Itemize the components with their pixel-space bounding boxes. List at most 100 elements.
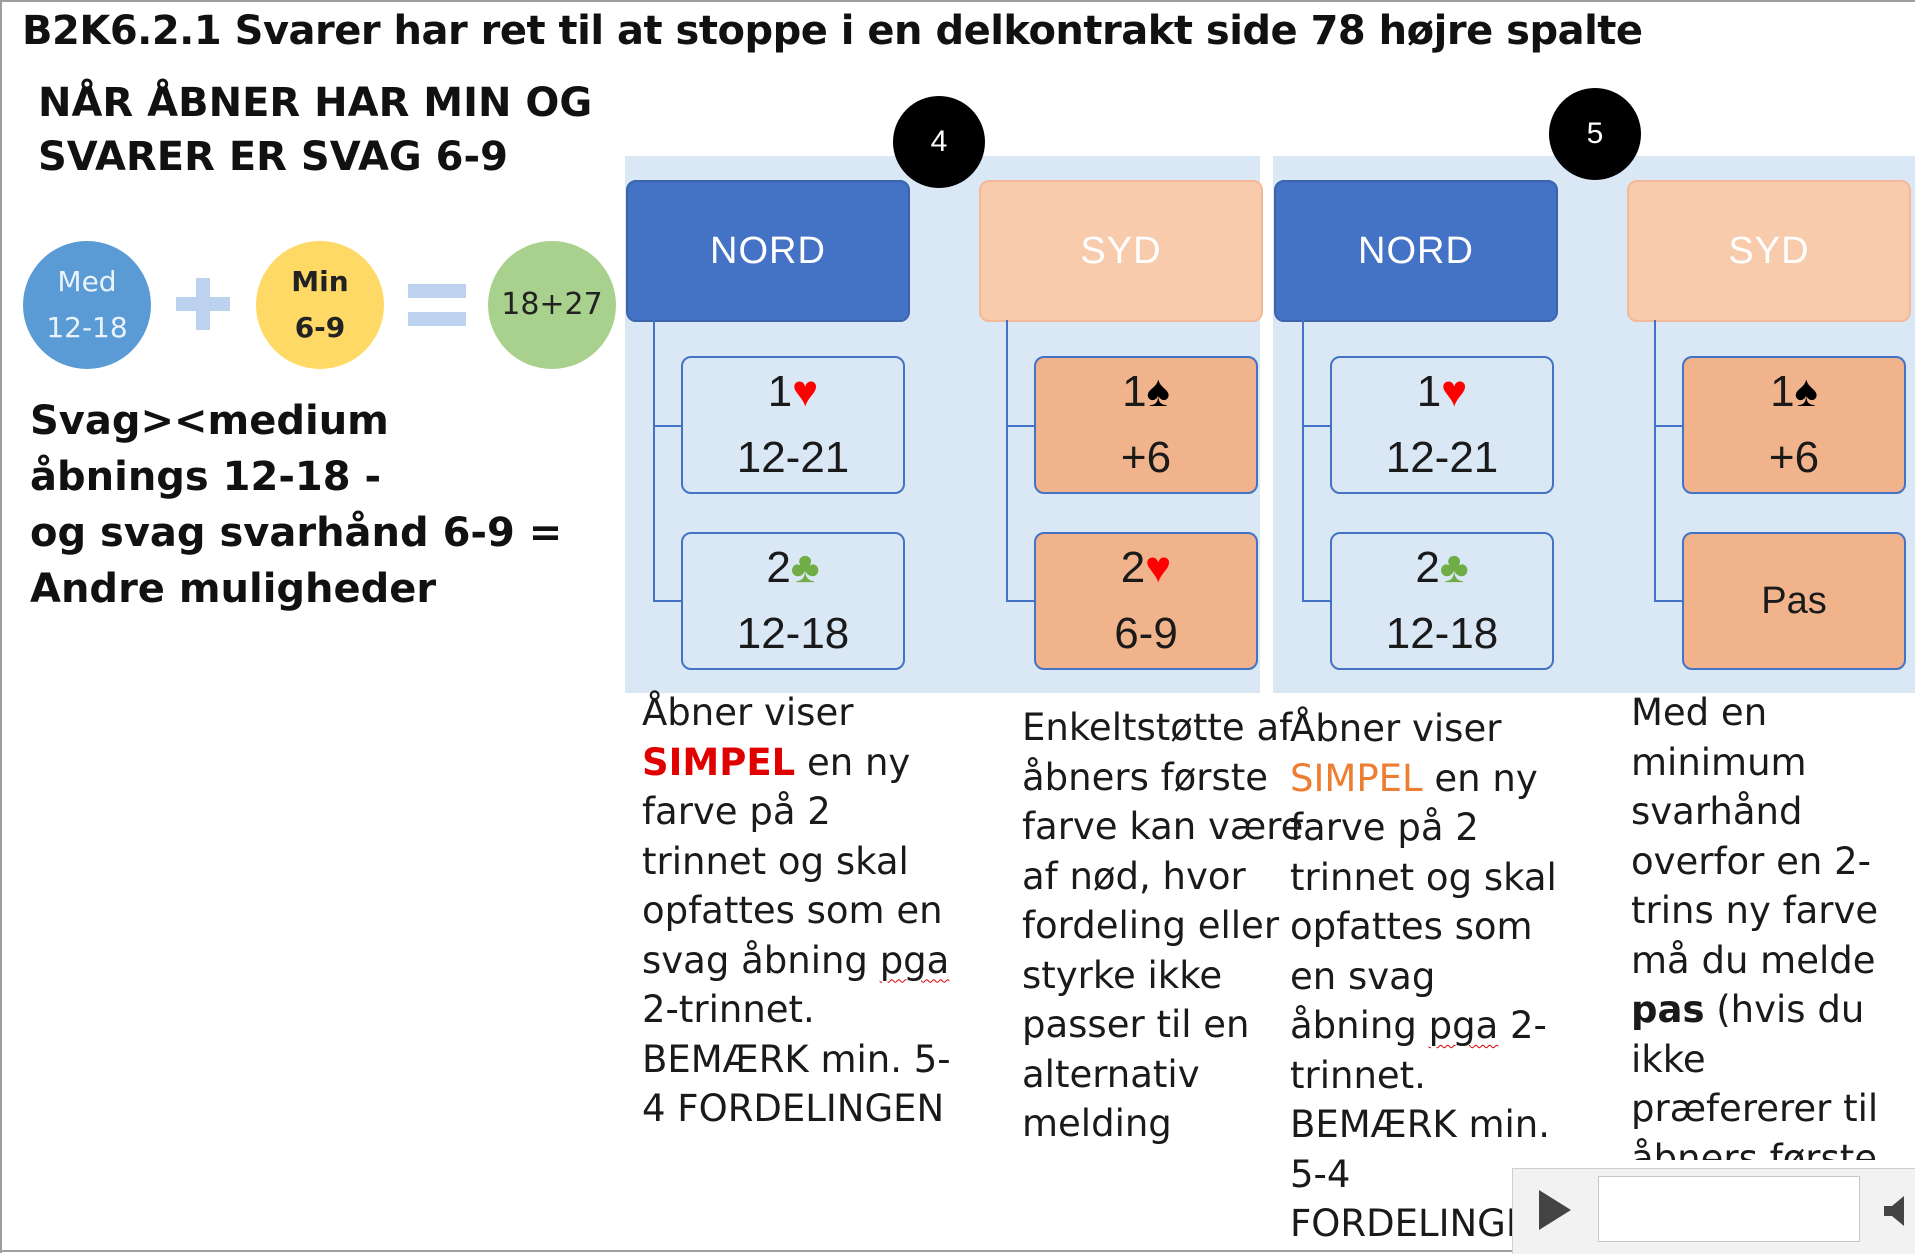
heart-icon: ♥ bbox=[792, 367, 819, 416]
pass-label: Pas bbox=[1761, 580, 1827, 622]
summary-text: Svag><medium åbnings 12-18 - og svag sva… bbox=[30, 393, 562, 617]
diagram-4-number-badge: 4 bbox=[893, 96, 985, 188]
club-icon: ♣ bbox=[1439, 543, 1469, 592]
diagram-4-nord-bid-1: 1♥ 12-21 bbox=[681, 356, 905, 494]
bid-level: 1 bbox=[1416, 367, 1442, 416]
bid-range: 12-18 bbox=[736, 609, 850, 658]
text-line: overfor en 2- bbox=[1631, 839, 1872, 883]
seek-bar[interactable] bbox=[1598, 1176, 1860, 1242]
text-line: Åbner viser bbox=[1290, 707, 1502, 750]
text-line: trinnet. bbox=[1290, 1053, 1426, 1097]
sum-value: 18+27 bbox=[501, 287, 603, 322]
text-line: må du melde bbox=[1631, 938, 1876, 982]
summary-line-4: Andre muligheder bbox=[30, 566, 437, 612]
sum-circle: 18+27 bbox=[488, 241, 616, 369]
text-line: 5-4 bbox=[1290, 1152, 1351, 1196]
bid-range: 12-21 bbox=[736, 433, 850, 482]
text-line: 2-trinnet. bbox=[642, 988, 815, 1031]
diagram-5-nord-label: NORD bbox=[1358, 229, 1474, 272]
plus-icon bbox=[176, 278, 230, 330]
equals-icon bbox=[408, 284, 466, 326]
text-line: en ny bbox=[795, 740, 911, 784]
text-line: trinnet og skal bbox=[1290, 855, 1557, 899]
text-line: (hvis du bbox=[1704, 988, 1865, 1031]
diagram-4-nord-connector-2 bbox=[653, 600, 681, 602]
text-line: passer til en bbox=[1022, 1003, 1250, 1046]
bid-level: 1 bbox=[767, 367, 793, 416]
diagram-5-syd-box: SYD bbox=[1627, 180, 1911, 322]
bid-range: 12-18 bbox=[1385, 609, 1499, 658]
diagram-5-nord-bid-1: 1♥ 12-21 bbox=[1330, 356, 1554, 494]
text-line: en svag bbox=[1290, 954, 1436, 998]
diagram-4-nord-label: NORD bbox=[710, 229, 826, 272]
diagram-5-nord-bid-2: 2♣ 12-18 bbox=[1330, 532, 1554, 670]
diagram-5-syd-bid-2: Pas bbox=[1682, 532, 1906, 670]
text-line: åbning bbox=[1290, 1004, 1429, 1047]
med-range: 12-18 bbox=[46, 311, 128, 344]
heading-line-2: SVARER ER SVAG 6-9 bbox=[38, 134, 508, 180]
diagram-4-syd-connector bbox=[1006, 320, 1008, 602]
bid-level: 2 bbox=[1120, 543, 1146, 592]
heading-line-1: NÅR ÅBNER HAR MIN OG bbox=[38, 80, 593, 126]
text-line: af nød, hvor bbox=[1022, 854, 1246, 898]
med-circle: Med 12-18 bbox=[23, 241, 151, 369]
play-icon[interactable] bbox=[1535, 1186, 1575, 1234]
bid-range: +6 bbox=[1120, 433, 1172, 482]
spade-icon: ♠ bbox=[1146, 367, 1170, 416]
text-line: svag åbning bbox=[642, 938, 880, 982]
diagram-5-number-badge: 5 bbox=[1549, 88, 1641, 180]
heart-icon: ♥ bbox=[1441, 367, 1468, 416]
text-line: en ny bbox=[1422, 756, 1538, 800]
spellcheck-word: pga bbox=[1428, 1004, 1499, 1047]
text-line: fordeling eller bbox=[1022, 904, 1280, 947]
text-line: åbners første bbox=[1631, 1136, 1878, 1161]
simpel-highlight: SIMPEL bbox=[1290, 756, 1423, 800]
pas-bold: pas bbox=[1631, 988, 1705, 1031]
text-line: præfererer til bbox=[1631, 1087, 1879, 1130]
diagram-4-syd-box: SYD bbox=[979, 180, 1263, 322]
volume-icon[interactable] bbox=[1880, 1193, 1910, 1229]
text-line: åbners første bbox=[1022, 755, 1269, 799]
min-range: 6-9 bbox=[294, 311, 346, 344]
bid-range: 12-21 bbox=[1385, 433, 1499, 482]
text-line: farve kan være bbox=[1022, 805, 1304, 848]
text-line: trinnet og skal bbox=[642, 839, 909, 883]
diagram-4-syd-label: SYD bbox=[1080, 229, 1162, 272]
diagram-4-nord-bid-2: 2♣ 12-18 bbox=[681, 532, 905, 670]
slide-title: B2K6.2.1 Svarer har ret til at stoppe i … bbox=[22, 8, 1643, 54]
text-line: Enkeltstøtte af bbox=[1022, 706, 1293, 749]
description-syd-4: Enkeltstøtte af åbners første farve kan … bbox=[1022, 703, 1303, 1149]
diagram-5-syd-bid-1: 1♠ +6 bbox=[1682, 356, 1906, 494]
min-label: Min bbox=[291, 265, 349, 298]
club-icon: ♣ bbox=[790, 543, 820, 592]
text-line: svarhånd bbox=[1631, 790, 1803, 833]
text-line: trins ny farve bbox=[1631, 889, 1879, 932]
slide-frame-bottom bbox=[0, 1250, 1515, 1252]
summary-line-1: Svag><medium bbox=[30, 398, 389, 444]
spellcheck-word: pga bbox=[879, 938, 950, 982]
bid-range: +6 bbox=[1768, 433, 1820, 482]
summary-line-2: åbnings 12-18 - bbox=[30, 454, 382, 500]
summary-line-3: og svag svarhånd 6-9 = bbox=[30, 510, 563, 556]
text-line: minimum bbox=[1631, 740, 1807, 784]
heart-icon: ♥ bbox=[1145, 543, 1172, 592]
slide-frame-left bbox=[0, 0, 2, 1253]
text-line: melding bbox=[1022, 1102, 1172, 1145]
bid-level: 2 bbox=[766, 543, 791, 592]
text-line: farve på 2 bbox=[642, 790, 831, 833]
bid-level: 1 bbox=[1770, 367, 1795, 416]
med-label: Med bbox=[57, 265, 117, 298]
diagram-4-syd-bid-1: 1♠ +6 bbox=[1034, 356, 1258, 494]
text-line: ikke bbox=[1631, 1037, 1706, 1081]
diagram-4-syd-connector-1 bbox=[1006, 425, 1034, 427]
diagram-5-nord-connector-2 bbox=[1302, 600, 1330, 602]
slide-frame-top bbox=[0, 0, 1915, 2]
diagram-5-nord-connector-1 bbox=[1302, 425, 1330, 427]
text-line: BEMÆRK min. bbox=[1290, 1103, 1550, 1146]
diagram-5-syd-connector-1 bbox=[1654, 425, 1682, 427]
simpel-highlight: SIMPEL bbox=[642, 740, 796, 784]
diagram-5-syd-label: SYD bbox=[1728, 229, 1810, 272]
diagram-5-nord-box: NORD bbox=[1274, 180, 1558, 322]
bid-range: 6-9 bbox=[1114, 609, 1178, 658]
diagram-4-nord-connector-1 bbox=[653, 425, 681, 427]
